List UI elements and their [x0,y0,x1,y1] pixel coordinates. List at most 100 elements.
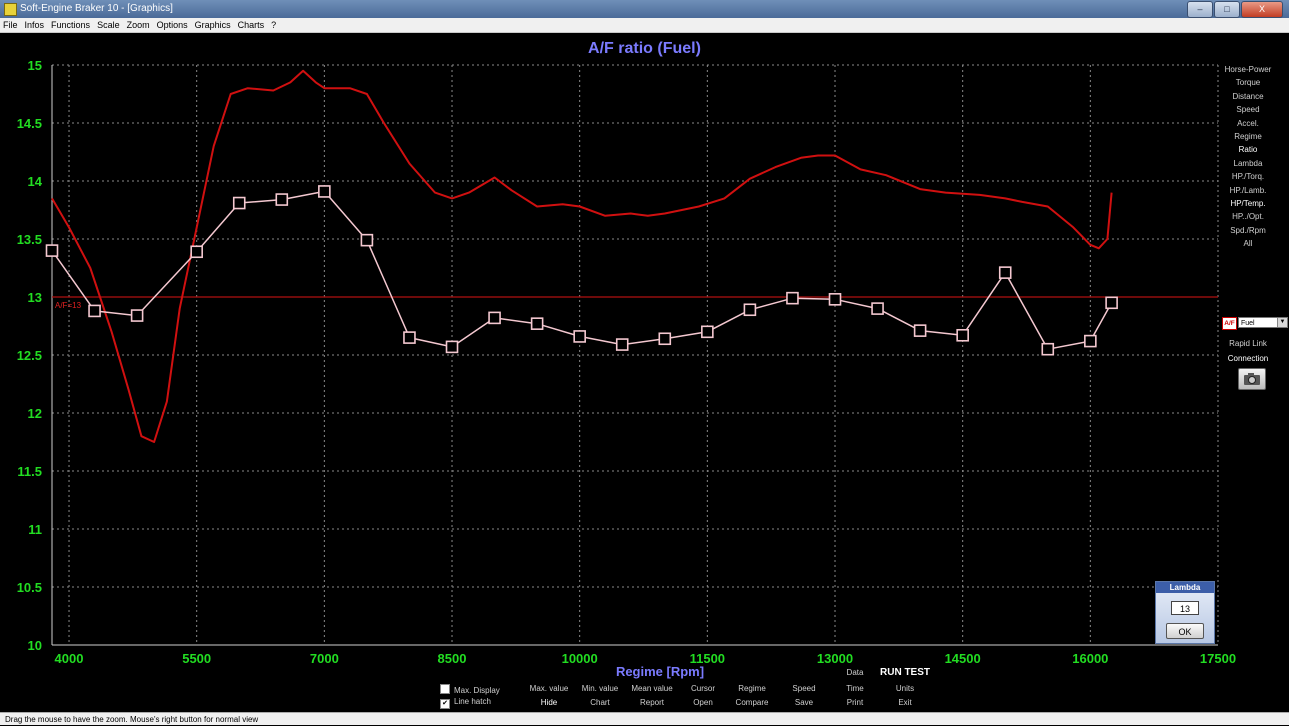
print-button[interactable]: Print [846,698,864,707]
side-item-horse-power[interactable]: Horse-Power [1224,65,1272,74]
x-tick-label: 4000 [55,651,84,666]
data-point [1041,342,1055,356]
camera-button[interactable] [1238,368,1266,390]
side-item-regime[interactable]: Regime [1234,131,1262,141]
y-tick-label: 11 [28,522,42,537]
side-item-accel[interactable]: Accel. [1237,118,1259,128]
exit-button[interactable]: Exit [898,698,912,707]
y-tick-label: 14.5 [17,116,42,131]
line-hatch-checkbox[interactable]: ✔ Line hatch [440,697,491,709]
data-point [232,196,246,210]
minimize-button[interactable]: – [1187,1,1213,18]
x-tick-label: 7000 [310,651,339,666]
data-button[interactable]: Data [846,668,864,677]
data-point [360,233,374,247]
max-display-label: Max. Display [454,686,500,695]
side-item-torque[interactable]: Torque [1235,78,1261,88]
side-item-all[interactable]: All [1243,239,1253,249]
data-point [275,193,289,206]
data-point [956,328,969,342]
max-display-checkbox[interactable]: Max. Display [440,684,500,695]
window-controls: – □ X [1187,1,1283,18]
connection-label[interactable]: Connection [1227,354,1269,363]
x-tick-label: 10000 [562,651,598,666]
af-ratio-chart[interactable]: 10 10.5 11 11.5 12 12.5 13 13.5 14 14.5 15 4000 5500… [0,33,1289,678]
min-value-button[interactable]: Min. value [581,684,619,693]
regime-button[interactable]: Regime [738,684,766,693]
app-logo-icon [4,3,17,16]
menu-graphics[interactable]: Graphics [194,20,231,30]
y-tick-label: 13.5 [17,232,42,247]
side-item-hp-torq[interactable]: HP./Torq. [1231,172,1265,182]
side-item-ratio[interactable]: Ratio [1238,145,1258,155]
fuel-select[interactable]: Fuel ▼ [1238,317,1288,328]
data-point [190,245,203,259]
checkbox-unchecked-icon [440,684,450,694]
reference-line-label: A/F=13 [55,301,82,310]
cursor-button[interactable]: Cursor [690,684,715,693]
line-hatch-label: Line hatch [454,697,491,706]
camera-icon [1244,373,1260,385]
data-point [488,311,501,325]
data-point [615,338,629,351]
lambda-input[interactable]: 13 [1171,601,1199,615]
menu-scale[interactable]: Scale [97,20,120,30]
menu-bar: File Infos Functions Scale Zoom Options … [0,18,1289,33]
x-tick-label: 14500 [945,651,981,666]
mean-value-button[interactable]: Mean value [631,684,673,693]
side-item-hp-opt[interactable]: HP../Opt. [1232,212,1264,222]
menu-charts[interactable]: Charts [237,20,265,30]
data-point [786,291,799,305]
max-value-button[interactable]: Max. value [529,684,569,693]
data-point [1084,334,1097,348]
y-tick-label: 13 [28,290,42,305]
data-point [1105,296,1118,310]
title-bar: Soft-Engine Braker 10 - [Graphics] – □ X [0,0,1289,19]
x-tick-label: 17500 [1200,651,1236,666]
units-button[interactable]: Units [895,684,915,693]
side-item-distance[interactable]: Distance [1232,91,1264,101]
lambda-title: Lambda [1156,582,1214,593]
close-button[interactable]: X [1241,1,1283,18]
menu-help[interactable]: ? [271,20,277,30]
time-button[interactable]: Time [846,684,864,693]
menu-zoom[interactable]: Zoom [126,20,150,30]
speed-button[interactable]: Speed [792,684,816,693]
side-item-hp-lamb[interactable]: HP./Lamb. [1229,185,1267,195]
data-point [743,303,757,317]
x-tick-label: 11500 [690,651,725,666]
maximize-button[interactable]: □ [1214,1,1240,18]
open-button[interactable]: Open [693,698,713,707]
y-tick-label: 10 [28,638,42,653]
x-tick-label: 16000 [1072,651,1108,666]
compare-button[interactable]: Compare [735,698,769,707]
menu-functions[interactable]: Functions [51,20,91,30]
report-button[interactable]: Report [639,698,664,707]
lambda-panel: Lambda 13 OK [1155,581,1215,644]
x-tick-label: 5500 [182,651,211,666]
side-item-speed[interactable]: Speed [1236,105,1260,115]
data-point [701,325,714,339]
data-point [45,244,59,257]
lambda-ok-button[interactable]: OK [1166,623,1204,639]
data-point [871,302,884,315]
af-icon[interactable]: A/F [1222,317,1237,330]
data-point [530,317,544,330]
menu-options[interactable]: Options [156,20,188,30]
rapid-link-label[interactable]: Rapid Link [1229,339,1267,348]
hide-button[interactable]: Hide [540,698,558,707]
series-line [51,69,1113,443]
side-item-spd-rpm[interactable]: Spd./Rpm [1230,225,1266,235]
save-button[interactable]: Save [794,698,814,707]
menu-file[interactable]: File [3,20,18,30]
side-item-hp-temp[interactable]: HP/Temp. [1230,198,1266,208]
data-point [88,304,101,318]
menu-infos[interactable]: Infos [24,20,45,30]
side-item-lambda[interactable]: Lambda [1233,158,1263,168]
chart-button[interactable]: Chart [590,698,610,707]
data-point [998,266,1012,279]
y-tick-label: 11.5 [17,464,42,479]
data-point [658,332,672,346]
run-test-button[interactable]: RUN TEST [880,667,930,678]
fuel-select-value: Fuel [1241,320,1255,327]
